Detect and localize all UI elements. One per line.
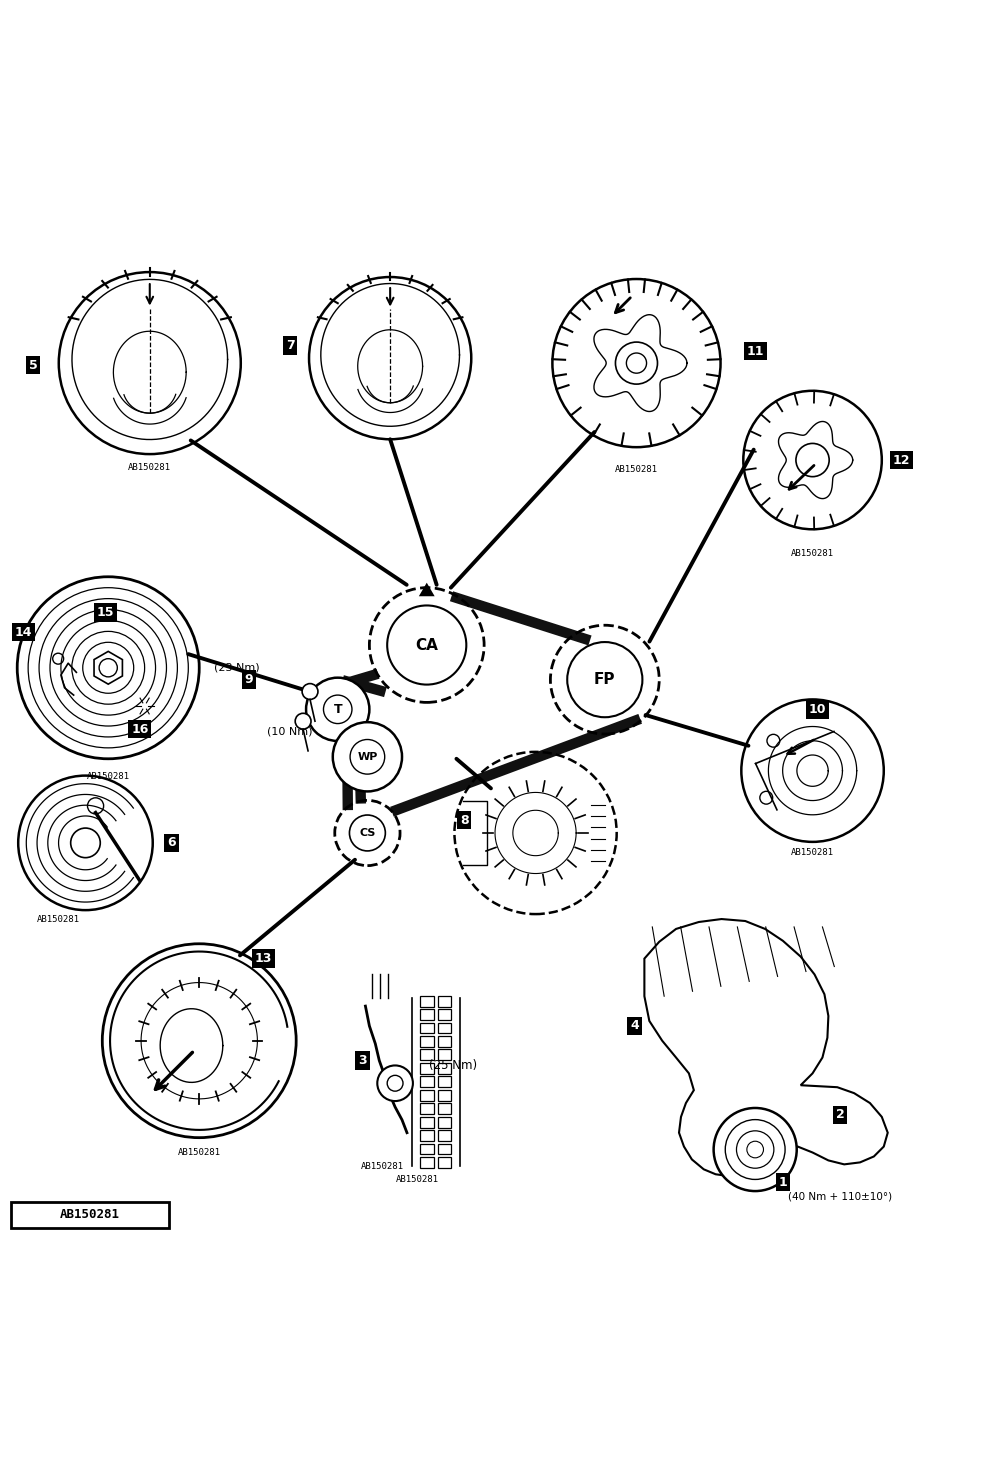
Bar: [420, 1117, 434, 1128]
Bar: [437, 1117, 451, 1128]
Circle shape: [736, 1131, 774, 1168]
Text: 13: 13: [255, 952, 272, 965]
Text: AB150281: AB150281: [396, 1175, 438, 1184]
Text: AB150281: AB150281: [791, 848, 834, 857]
Text: 5: 5: [29, 359, 38, 371]
Bar: [437, 1103, 451, 1114]
Bar: [420, 1157, 434, 1168]
Bar: [437, 1049, 451, 1060]
Bar: [420, 1023, 434, 1033]
Circle shape: [307, 678, 369, 740]
Bar: [437, 1144, 451, 1154]
Text: 7: 7: [286, 338, 295, 352]
Bar: [437, 1157, 451, 1168]
Bar: [420, 1063, 434, 1075]
Text: T: T: [333, 704, 342, 715]
Circle shape: [296, 714, 311, 729]
Bar: [437, 1023, 451, 1033]
Text: AB150281: AB150281: [615, 466, 658, 474]
Bar: [437, 996, 451, 1007]
Bar: [437, 1089, 451, 1101]
Text: 11: 11: [746, 344, 764, 358]
Bar: [420, 1089, 434, 1101]
Bar: [437, 1076, 451, 1088]
Text: 3: 3: [358, 1054, 367, 1067]
Text: AB150281: AB150281: [791, 548, 834, 557]
Text: (25 Nm): (25 Nm): [429, 1058, 477, 1072]
Bar: [437, 1036, 451, 1046]
Text: AB150281: AB150281: [60, 1209, 120, 1221]
Bar: [420, 1103, 434, 1114]
Text: 2: 2: [836, 1108, 844, 1122]
Bar: [420, 1049, 434, 1060]
Bar: [437, 1009, 451, 1020]
Text: 14: 14: [15, 625, 32, 638]
Polygon shape: [419, 582, 434, 596]
Circle shape: [323, 695, 352, 724]
Text: 15: 15: [96, 606, 114, 619]
Text: 4: 4: [630, 1020, 639, 1032]
Circle shape: [747, 1141, 764, 1157]
Circle shape: [350, 739, 385, 774]
Text: 1: 1: [779, 1175, 788, 1188]
Circle shape: [332, 723, 402, 791]
FancyBboxPatch shape: [11, 1202, 169, 1228]
Bar: [420, 1076, 434, 1088]
Text: 12: 12: [893, 454, 911, 467]
Text: FP: FP: [594, 672, 616, 687]
Circle shape: [725, 1120, 785, 1179]
Text: AB150281: AB150281: [38, 915, 80, 924]
Text: AB150281: AB150281: [128, 464, 172, 473]
Bar: [437, 1063, 451, 1075]
Circle shape: [567, 641, 643, 717]
Bar: [420, 996, 434, 1007]
Text: CS: CS: [359, 828, 376, 838]
Text: (10 Nm): (10 Nm): [267, 726, 312, 736]
Bar: [437, 1131, 451, 1141]
Text: WP: WP: [357, 752, 378, 761]
Text: 9: 9: [244, 672, 253, 686]
Bar: [420, 1131, 434, 1141]
Text: (23 Nm): (23 Nm): [214, 662, 260, 672]
Circle shape: [377, 1066, 413, 1101]
Circle shape: [387, 606, 466, 684]
Text: AB150281: AB150281: [86, 772, 130, 780]
Text: 10: 10: [808, 704, 826, 715]
Text: AB150281: AB150281: [361, 1162, 404, 1171]
Text: CA: CA: [416, 637, 438, 652]
Text: 6: 6: [168, 837, 176, 850]
Bar: [420, 1036, 434, 1046]
Text: 16: 16: [131, 723, 149, 736]
Circle shape: [713, 1108, 797, 1191]
Bar: [420, 1144, 434, 1154]
Circle shape: [303, 684, 318, 699]
Text: AB150281: AB150281: [178, 1148, 221, 1157]
Text: (40 Nm + 110±10°): (40 Nm + 110±10°): [788, 1191, 892, 1202]
Text: 8: 8: [460, 813, 468, 826]
Circle shape: [349, 814, 385, 851]
Bar: [420, 1009, 434, 1020]
